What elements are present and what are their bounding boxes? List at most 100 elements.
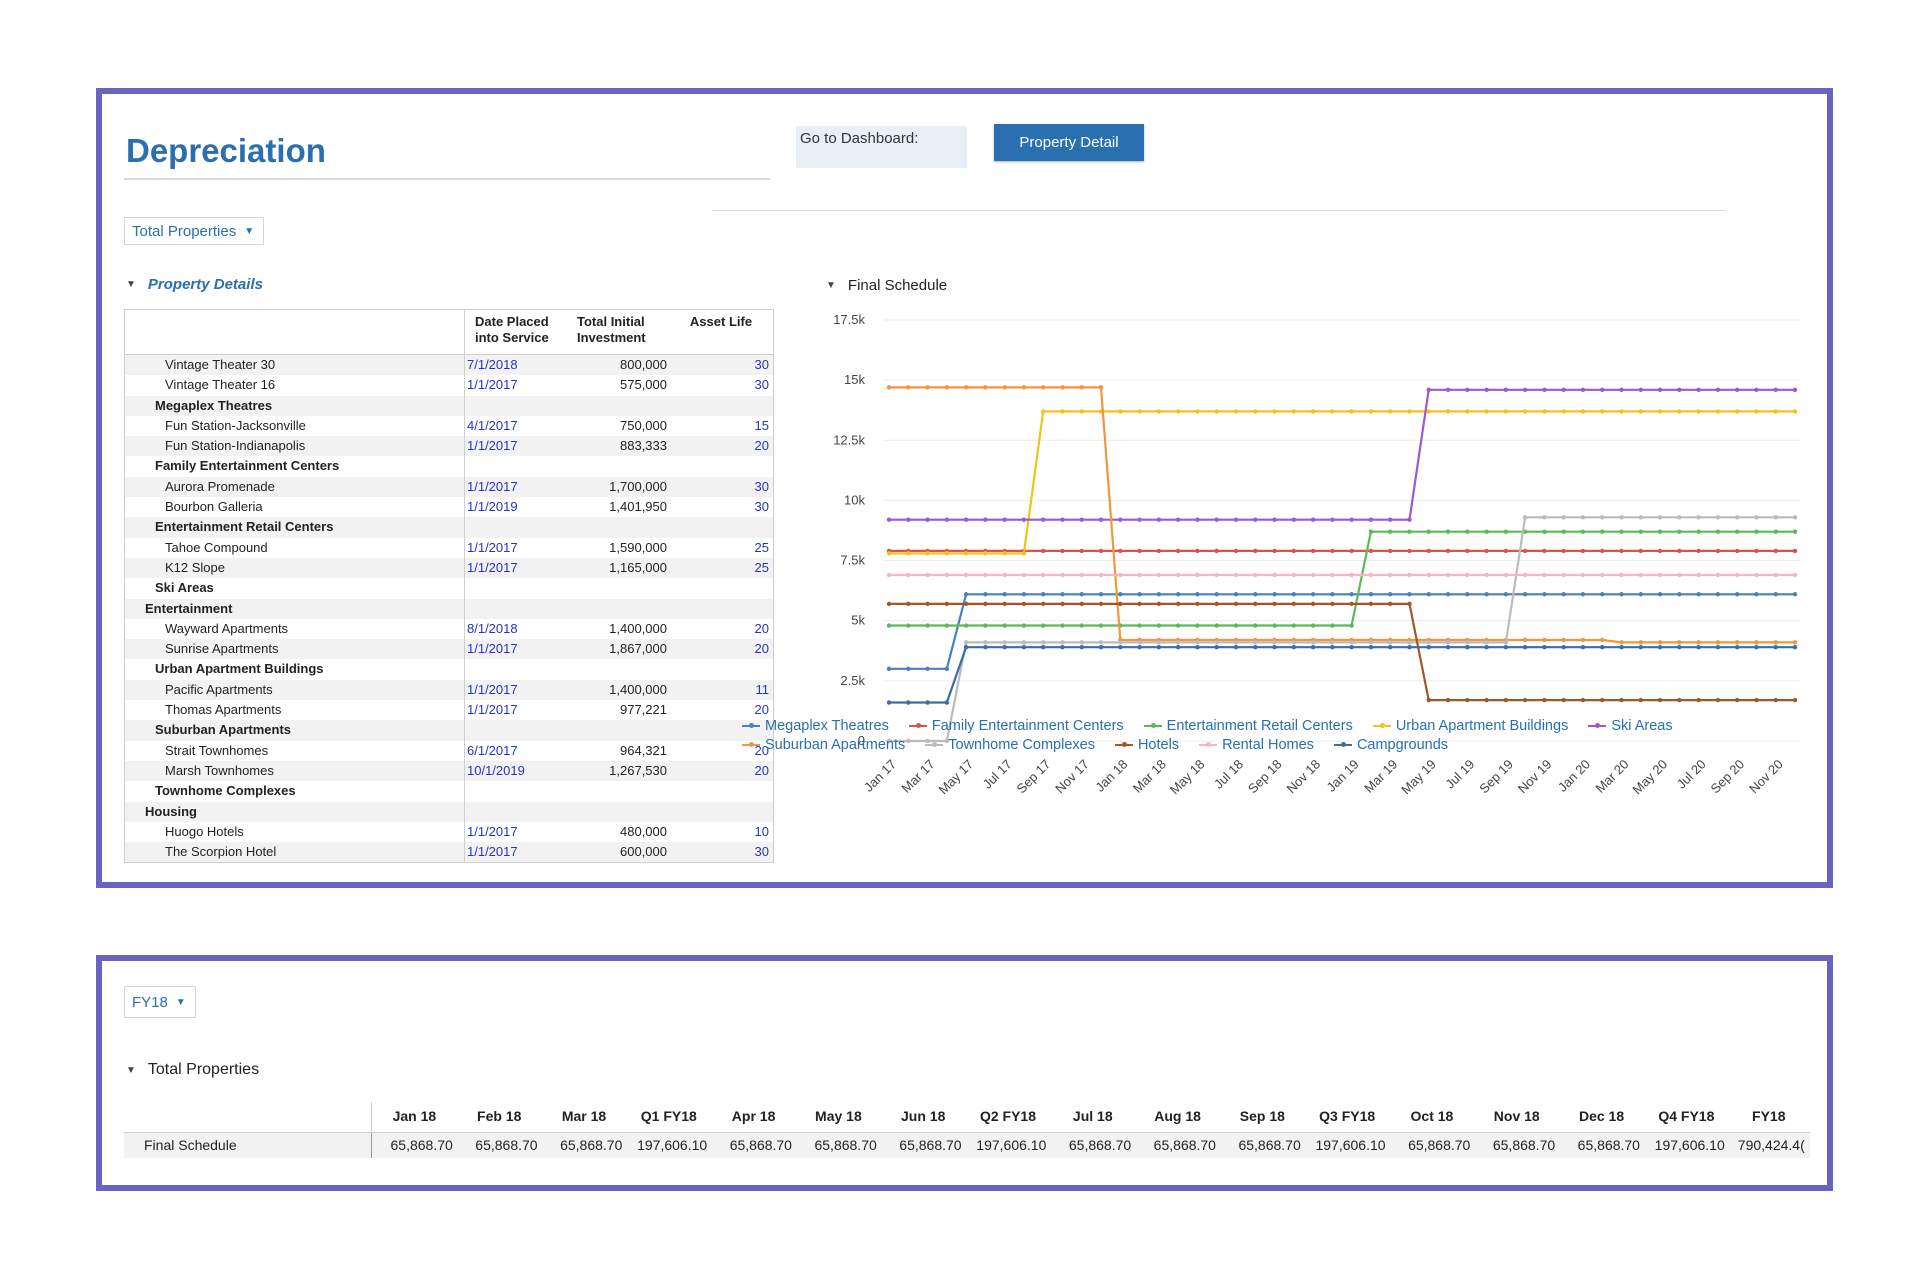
column-header: Jan 18 bbox=[392, 1108, 437, 1124]
data-point bbox=[1696, 529, 1701, 534]
table-row[interactable]: Megaplex Theatres bbox=[125, 395, 773, 416]
data-point bbox=[1407, 548, 1412, 554]
data-point bbox=[1118, 640, 1123, 645]
final-schedule-header[interactable]: ▼ Final Schedule bbox=[826, 277, 947, 294]
collapse-triangle-icon[interactable]: ▼ bbox=[126, 1064, 136, 1076]
table-row[interactable]: Family Entertainment Centers bbox=[125, 456, 773, 477]
data-point bbox=[906, 551, 911, 556]
period-dropdown[interactable]: FY18 ▼ bbox=[124, 986, 196, 1018]
property-detail-button[interactable]: Property Detail bbox=[994, 124, 1144, 161]
table-row[interactable]: Final Schedule 65,868.70 65,868.70 65,868.7… bbox=[124, 1133, 1810, 1158]
legend-item[interactable]: Hotels bbox=[1114, 737, 1179, 753]
y-tick-label: 2.5k bbox=[840, 673, 865, 688]
table-row[interactable]: Sunrise Apartments 1/1/2017 1,867,000 20 bbox=[125, 639, 773, 660]
data-point bbox=[1484, 697, 1489, 703]
data-point bbox=[1522, 644, 1528, 650]
total-properties-header[interactable]: ▼ Total Properties bbox=[126, 1061, 259, 1079]
data-point bbox=[983, 644, 988, 650]
data-point bbox=[1600, 572, 1605, 578]
data-point bbox=[1272, 644, 1277, 650]
data-point bbox=[1368, 640, 1374, 645]
table-row[interactable]: Tahoe Compound 1/1/2017 1,590,000 25 bbox=[125, 537, 773, 558]
data-point bbox=[1175, 592, 1181, 597]
legend-item[interactable]: Campgrounds bbox=[1333, 737, 1448, 753]
data-point bbox=[1426, 640, 1431, 645]
data-point bbox=[1021, 385, 1027, 390]
row-name: Vintage Theater 16 bbox=[125, 375, 465, 396]
legend-marker bbox=[1143, 722, 1162, 728]
data-point bbox=[1484, 644, 1489, 650]
data-point bbox=[1600, 387, 1605, 392]
collapse-triangle-icon[interactable]: ▼ bbox=[826, 280, 836, 291]
data-point bbox=[1098, 623, 1104, 628]
table-row[interactable]: Housing bbox=[125, 801, 773, 822]
table-row[interactable]: Entertainment Retail Centers bbox=[125, 517, 773, 538]
data-point bbox=[1233, 592, 1239, 597]
data-point bbox=[1542, 548, 1547, 554]
row-name: Townhome Complexes bbox=[125, 781, 465, 802]
x-tick-label: Jan 19 bbox=[1324, 757, 1362, 795]
data-point bbox=[1734, 697, 1740, 703]
data-point bbox=[1580, 697, 1586, 703]
table-row[interactable]: Suburban Apartments bbox=[125, 720, 773, 741]
table-row[interactable]: Vintage Theater 30 7/1/2018 800,000 30 bbox=[125, 355, 773, 376]
period-summary-panel: FY18 ▼ ▼ Total Properties Jan 18 Feb 18 Ma… bbox=[96, 955, 1833, 1191]
data-point bbox=[1561, 637, 1566, 643]
data-point bbox=[1310, 572, 1316, 578]
collapse-triangle-icon[interactable]: ▼ bbox=[126, 279, 136, 290]
data-point bbox=[1368, 409, 1374, 414]
data-point bbox=[886, 551, 892, 556]
property-filter-dropdown[interactable]: Total Properties ▼ bbox=[124, 217, 264, 245]
series-line bbox=[889, 646, 1795, 704]
data-point bbox=[1387, 529, 1393, 534]
legend-item[interactable]: Townhome Complexes bbox=[925, 737, 1095, 753]
cell-value: 197,606.10 bbox=[637, 1137, 708, 1153]
legend-item[interactable]: Ski Areas bbox=[1588, 718, 1673, 734]
table-row[interactable]: Urban Apartment Buildings bbox=[125, 659, 773, 680]
data-point bbox=[1734, 644, 1740, 650]
legend-item[interactable]: Urban Apartment Buildings bbox=[1372, 718, 1568, 734]
legend-item[interactable]: Rental Homes bbox=[1199, 737, 1314, 753]
table-row[interactable]: Fun Station-Jacksonville 4/1/2017 750,000 1… bbox=[125, 415, 773, 437]
data-point bbox=[1657, 572, 1663, 578]
legend-item[interactable]: Megaplex Theatres bbox=[742, 718, 889, 734]
legend-item[interactable]: Suburban Apartments bbox=[742, 737, 905, 753]
legend-item[interactable]: Entertainment Retail Centers bbox=[1143, 718, 1353, 734]
property-details-header[interactable]: ▼ Property Details bbox=[126, 276, 263, 293]
table-row[interactable]: Thomas Apartments 1/1/2017 977,221 20 bbox=[125, 700, 773, 721]
summary-table-header: Jan 18 Feb 18 Mar 18 Q1 FY18 Apr 18 May 18 Jun… bbox=[124, 1102, 1810, 1133]
table-row[interactable]: Wayward Apartments 8/1/2018 1,400,000 20 bbox=[125, 618, 773, 640]
table-row[interactable]: Marsh Townhomes 10/1/2019 1,267,530 20 bbox=[125, 760, 773, 782]
table-row[interactable]: Townhome Complexes bbox=[125, 781, 773, 802]
table-row[interactable]: Huogo Hotels 1/1/2017 480,000 10 bbox=[125, 821, 773, 843]
data-point bbox=[1754, 515, 1759, 520]
legend-item[interactable]: Family Entertainment Centers bbox=[908, 718, 1124, 734]
table-row[interactable]: Ski Areas bbox=[125, 578, 773, 599]
data-point bbox=[1349, 517, 1354, 522]
data-point bbox=[1503, 640, 1509, 645]
table-row[interactable]: Bourbon Galleria 1/1/2019 1,401,950 30 bbox=[125, 497, 773, 518]
column-header-asset-life: Asset Life bbox=[689, 314, 753, 329]
table-row[interactable]: Fun Station-Indianapolis 1/1/2017 883,333 2… bbox=[125, 436, 773, 457]
data-point bbox=[1098, 548, 1104, 554]
data-point bbox=[886, 572, 892, 578]
legend-marker bbox=[1372, 722, 1391, 728]
table-row[interactable]: The Scorpion Hotel 1/1/2017 600,000 30 bbox=[125, 842, 773, 863]
data-point bbox=[1677, 644, 1682, 650]
data-point bbox=[1310, 592, 1316, 597]
row-name: Huogo Hotels bbox=[125, 821, 465, 843]
table-row[interactable]: K12 Slope 1/1/2017 1,165,000 25 bbox=[125, 557, 773, 579]
table-row[interactable]: Vintage Theater 16 1/1/2017 575,000 30 bbox=[125, 375, 773, 396]
data-point bbox=[1600, 592, 1605, 597]
table-row[interactable]: Strait Townhomes 6/1/2017 964,321 20 bbox=[125, 740, 773, 761]
data-point bbox=[1156, 572, 1162, 578]
data-point bbox=[1060, 592, 1065, 597]
data-point bbox=[1465, 409, 1470, 414]
row-name: K12 Slope bbox=[125, 557, 465, 579]
data-point bbox=[1291, 409, 1297, 414]
table-row[interactable]: Pacific Apartments 1/1/2017 1,400,000 11 bbox=[125, 679, 773, 701]
table-row[interactable]: Entertainment bbox=[125, 598, 773, 619]
table-row[interactable]: Aurora Promenade 1/1/2017 1,700,000 30 bbox=[125, 476, 773, 498]
table-header: Date Placed into Service Total Initial I… bbox=[125, 310, 773, 355]
